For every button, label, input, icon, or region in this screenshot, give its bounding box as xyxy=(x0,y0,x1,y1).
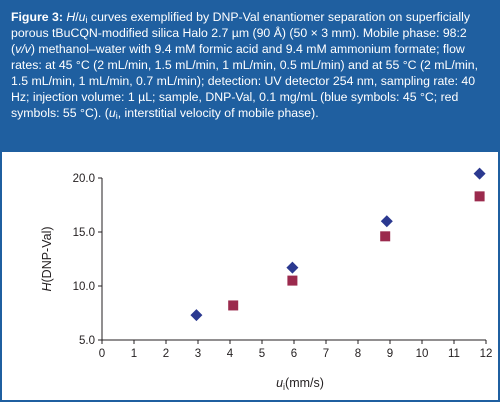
x-tick-label: 8 xyxy=(355,348,361,360)
data-point-45c xyxy=(286,261,299,274)
figure-caption: Figure 3: H/ui curves exemplified by DNP… xyxy=(2,2,498,152)
x-axis-label-sub: i xyxy=(283,382,285,392)
data-point-45c xyxy=(380,215,393,228)
caption-vv: v/v xyxy=(15,42,31,56)
y-tick-label: 20.0 xyxy=(73,173,95,185)
caption-u-symbol: u xyxy=(78,10,86,24)
caption-u-subscript-2: i xyxy=(115,111,118,121)
axis-labels: H(DNP-Val) ui(mm/s) xyxy=(40,226,324,392)
data-point-45c xyxy=(190,309,203,322)
y-axis-label: H(DNP-Val) xyxy=(40,226,54,291)
data-point-55c xyxy=(287,275,298,286)
caption-slash: / xyxy=(75,10,79,24)
caption-u-symbol-2: u xyxy=(108,106,116,120)
x-tick-label: 0 xyxy=(99,348,105,360)
x-axis-label: ui(mm/s) xyxy=(276,376,324,392)
x-tick-label: 9 xyxy=(387,348,393,360)
data-point-45c xyxy=(473,167,486,180)
y-tick-label: 15.0 xyxy=(73,227,95,239)
x-tick-label: 2 xyxy=(163,348,169,360)
x-tick-label: 3 xyxy=(195,348,201,360)
caption-u-subscript: i xyxy=(85,15,88,25)
x-tick-label: 6 xyxy=(291,348,297,360)
caption-text-part-3: , interstitial velocity of mobile phase)… xyxy=(117,106,319,120)
x-tick-label: 5 xyxy=(259,348,265,360)
scatter-chart: 0 1 2 3 4 5 6 7 8 9 10 11 125.010.015.020.0 H(DNP-Va… xyxy=(40,167,493,392)
x-tick-label: 7 xyxy=(323,348,329,360)
plot-area: 0 1 2 3 4 5 6 7 8 9 10 11 12 5.0 10.0 15.0 20.0 H(DNP-Va… xyxy=(2,152,498,400)
data-point-55c xyxy=(474,191,485,202)
data-point-55c xyxy=(380,231,391,242)
caption-text-part-2: ) methanol–water with 9.4 mM formic acid… xyxy=(11,42,479,120)
data-point-55c xyxy=(228,300,239,311)
caption-text-part-1: curves exemplified by DNP-Val enantiomer… xyxy=(11,10,471,56)
ticks: 0 1 2 3 4 5 6 7 8 9 10 11 125.010.015.020.0 xyxy=(73,173,493,360)
caption-h-symbol: H xyxy=(66,10,76,24)
y-tick-label: 10.0 xyxy=(73,281,95,293)
y-axis-label-h: H xyxy=(40,282,54,292)
x-tick-label: 10 xyxy=(416,348,429,360)
x-axis-label-u: u xyxy=(276,376,283,390)
x-tick-label: 1 xyxy=(131,348,137,360)
y-axis-label-rest: (DNP-Val) xyxy=(40,226,54,282)
x-tick-label: 11 xyxy=(448,348,460,360)
figure-label: Figure 3: xyxy=(11,10,63,24)
axes xyxy=(101,178,486,341)
x-tick-label: 4 xyxy=(227,348,234,360)
x-tick-label: 12 xyxy=(480,348,493,360)
x-axis-label-rest: (mm/s) xyxy=(285,376,324,390)
data-marks xyxy=(190,167,486,322)
y-tick-label: 5.0 xyxy=(79,335,95,347)
